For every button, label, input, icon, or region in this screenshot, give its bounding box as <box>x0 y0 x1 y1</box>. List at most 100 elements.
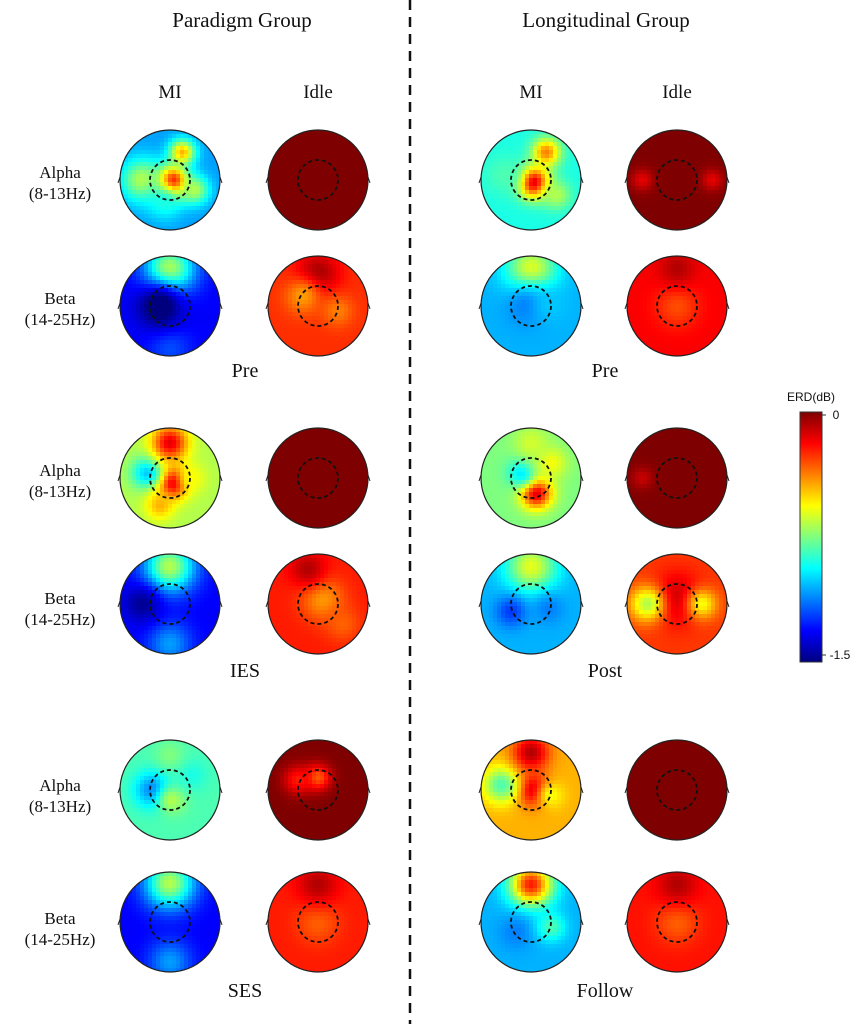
paradigm-col-mi: MI <box>158 82 182 103</box>
ear-mark <box>117 600 121 608</box>
ear-mark <box>478 918 482 926</box>
roi-dashed-circle <box>297 285 339 327</box>
roi-dashed-circle <box>510 769 552 811</box>
longitudinal-group-title: Longitudinal Group <box>522 8 690 32</box>
roi-dashed-circle <box>297 457 339 499</box>
ear-mark <box>726 474 730 482</box>
head-outline <box>480 739 582 841</box>
row-label-beta: Beta (14-25Hz) <box>24 289 96 329</box>
head-outline <box>626 739 728 841</box>
roi-dashed-circle <box>149 769 191 811</box>
ear-mark <box>478 302 482 310</box>
ear-mark <box>580 474 584 482</box>
roi-dashed-circle <box>297 901 339 943</box>
ear-mark <box>478 474 482 482</box>
topomap-pg-pre-beta-mi <box>117 255 223 357</box>
ear-mark <box>478 176 482 184</box>
colorbar-max-label: 0 <box>832 408 840 422</box>
ear-mark <box>624 786 628 794</box>
ear-mark <box>265 786 269 794</box>
session-label-post: Post <box>587 660 623 682</box>
ear-mark <box>367 302 371 310</box>
roi-dashed-circle <box>149 457 191 499</box>
topomap-lg-follow-beta-mi <box>478 871 584 973</box>
topomap-pg-ies-beta-idle <box>265 553 371 655</box>
ear-mark <box>580 176 584 184</box>
ear-mark <box>265 600 269 608</box>
ear-mark <box>219 786 223 794</box>
head-outline <box>480 553 582 655</box>
ear-mark <box>117 474 121 482</box>
topomap-lg-post-beta-mi <box>478 553 584 655</box>
ear-mark <box>726 600 730 608</box>
ear-mark <box>624 600 628 608</box>
head-outline <box>119 427 221 529</box>
row-label-alpha: Alpha (8-13Hz) <box>28 461 92 501</box>
ear-mark <box>478 786 482 794</box>
head-outline <box>267 427 369 529</box>
roi-dashed-circle <box>149 583 191 625</box>
head-outline <box>119 553 221 655</box>
roi-dashed-circle <box>149 901 191 943</box>
topomap-lg-follow-alpha-mi <box>478 739 584 841</box>
head-outline <box>119 871 221 973</box>
head-outline <box>626 427 728 529</box>
topomap-pg-ses-beta-mi <box>117 871 223 973</box>
session-label-ses: SES <box>227 980 263 1002</box>
ear-mark <box>580 786 584 794</box>
ear-mark <box>726 786 730 794</box>
topomap-pg-ies-alpha-idle <box>265 427 371 529</box>
topomap-pg-ies-alpha-mi <box>117 427 223 529</box>
roi-dashed-circle <box>656 159 698 201</box>
roi-dashed-circle <box>297 769 339 811</box>
roi-dashed-circle <box>297 159 339 201</box>
ear-mark <box>117 302 121 310</box>
topomap-pg-ses-alpha-idle <box>265 739 371 841</box>
head-outline <box>267 129 369 231</box>
ear-mark <box>219 302 223 310</box>
colorbar-min-label: -1.5 <box>829 648 851 662</box>
ear-mark <box>219 600 223 608</box>
roi-dashed-circle <box>297 583 339 625</box>
roi-dashed-circle <box>656 457 698 499</box>
longitudinal-col-idle: Idle <box>662 82 692 103</box>
head-outline <box>267 553 369 655</box>
ear-mark <box>726 176 730 184</box>
head-outline <box>480 427 582 529</box>
topomap-lg-pre-alpha-mi <box>478 129 584 231</box>
ear-mark <box>117 176 121 184</box>
ear-mark <box>219 176 223 184</box>
ear-mark <box>265 474 269 482</box>
head-outline <box>480 129 582 231</box>
ear-mark <box>219 474 223 482</box>
roi-dashed-circle <box>149 159 191 201</box>
head-outline <box>626 871 728 973</box>
ear-mark <box>367 600 371 608</box>
topomap-pg-ses-alpha-mi <box>117 739 223 841</box>
ear-mark <box>367 176 371 184</box>
roi-dashed-circle <box>656 285 698 327</box>
head-outline <box>626 255 728 357</box>
roi-dashed-circle <box>656 583 698 625</box>
topomap-pg-ses-beta-idle <box>265 871 371 973</box>
topomap-pg-pre-alpha-mi <box>117 129 223 231</box>
ear-mark <box>117 786 121 794</box>
topomap-pg-pre-alpha-idle <box>265 129 371 231</box>
ear-mark <box>726 918 730 926</box>
ear-mark <box>367 786 371 794</box>
topomap-lg-pre-beta-idle <box>624 255 730 357</box>
topomap-lg-follow-alpha-idle <box>624 739 730 841</box>
ear-mark <box>624 474 628 482</box>
head-outline <box>119 739 221 841</box>
colorbar-title: ERD(dB) <box>786 390 836 404</box>
ear-mark <box>265 176 269 184</box>
head-outline <box>626 129 728 231</box>
topomap-lg-pre-alpha-idle <box>624 129 730 231</box>
roi-dashed-circle <box>510 583 552 625</box>
head-outline <box>626 553 728 655</box>
topomap-lg-follow-beta-idle <box>624 871 730 973</box>
ear-mark <box>265 302 269 310</box>
ear-mark <box>117 918 121 926</box>
ear-mark <box>726 302 730 310</box>
